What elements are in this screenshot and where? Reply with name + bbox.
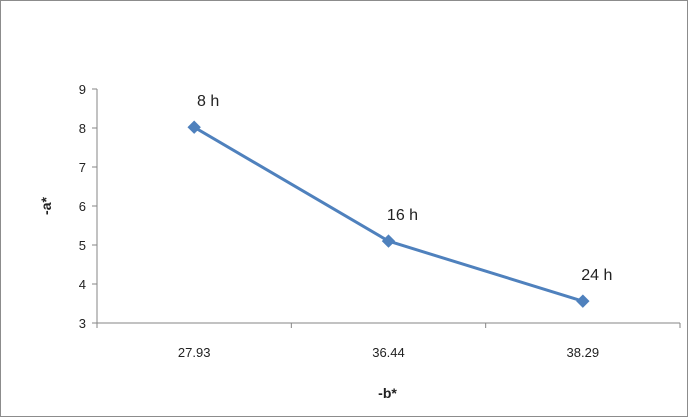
y-axis: 3 4 5 6 7 8 9 [79, 82, 98, 331]
data-point [187, 120, 201, 134]
x-tick-label: 36.44 [372, 345, 405, 360]
y-axis-title: -a* [38, 197, 54, 215]
y-tick-label: 6 [79, 199, 86, 214]
y-tick-label: 3 [79, 316, 86, 331]
x-tick-label: 27.93 [178, 345, 211, 360]
y-tick-label: 7 [79, 160, 86, 175]
data-point [381, 234, 396, 248]
data-label: 24 h [581, 267, 612, 284]
x-tick-label: 38.29 [567, 345, 600, 360]
data-label: 16 h [387, 207, 418, 224]
x-axis: 27.93 36.44 38.29 [96, 322, 681, 360]
data-label: 8 h [197, 93, 219, 110]
x-axis-title: -b* [378, 385, 397, 401]
y-tick-label: 4 [79, 277, 86, 292]
y-tick-label: 9 [79, 82, 86, 97]
y-tick-label: 5 [79, 238, 86, 253]
data-point [576, 294, 590, 308]
y-tick-label: 8 [79, 121, 86, 136]
plot-area: 8 h 16 h 24 h [187, 93, 612, 308]
